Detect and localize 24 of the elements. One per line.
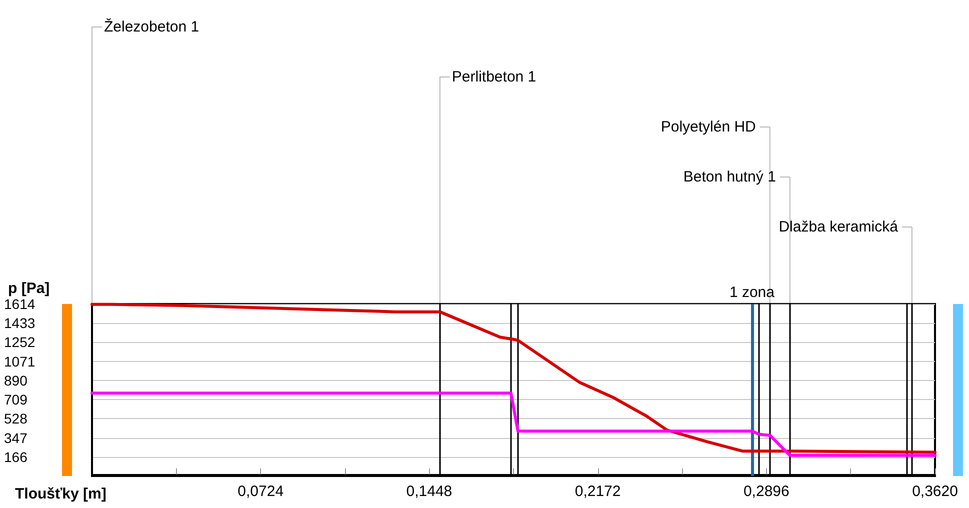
x-tick-label: 0,2172	[574, 483, 621, 500]
y-tick-label: 528	[4, 410, 28, 427]
y-tick-label: 1252	[4, 334, 36, 350]
x-tick-label: 0,3620	[912, 483, 958, 500]
x-axis-title: Tloušťky [m]	[15, 486, 106, 502]
y-tick-label: 1433	[4, 315, 36, 332]
y-tick-label: 1071	[4, 353, 36, 370]
ref-line-label: Dlažba keramická	[778, 218, 899, 236]
ref-line-label: Perlitbeton 1	[452, 68, 536, 86]
y-tick-label: 166	[4, 448, 28, 465]
line-series	[90, 302, 936, 454]
ref-line-label: Beton hutný 1	[683, 168, 776, 186]
line-series	[90, 392, 936, 457]
y-tick-label: 709	[4, 392, 28, 408]
x-tick-label: 0,1448	[406, 483, 452, 500]
ref-line-label: 1 zona	[729, 284, 776, 301]
x-tick-label: 0,2896	[743, 483, 790, 500]
y-tick-label: 890	[4, 372, 28, 388]
ref-line-label: Polyetylén HD	[660, 118, 756, 136]
x-tick-label: 0,0724	[238, 483, 284, 500]
y-axis-title: p [Pa]	[8, 280, 50, 297]
y-tick-label: 1614	[4, 296, 36, 312]
ref-line-label: Železobeton 1	[104, 18, 200, 36]
y-tick-label: 347	[4, 430, 28, 446]
